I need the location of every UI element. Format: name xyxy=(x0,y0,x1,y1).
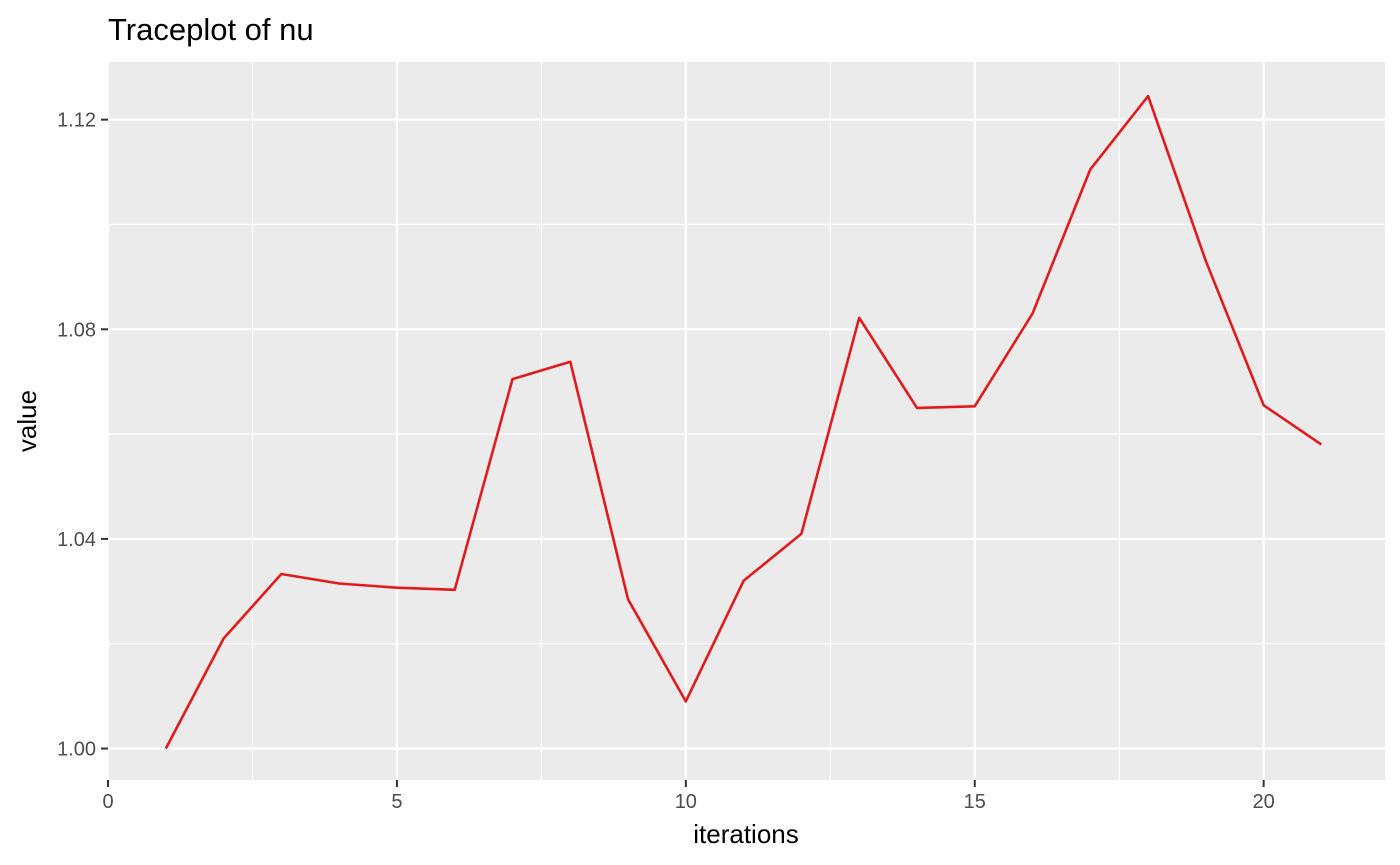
plot-panel xyxy=(108,62,1385,780)
x-tick-label: 20 xyxy=(1253,791,1275,813)
x-tick-label: 5 xyxy=(391,791,402,813)
series-layer xyxy=(164,94,1323,750)
x-tick-label: 0 xyxy=(102,791,113,813)
minor-gridlines xyxy=(108,62,1385,780)
y-tick-label: 1.04 xyxy=(57,529,96,551)
chart-title: Traceplot of nu xyxy=(108,12,314,47)
x-axis: 0 5 10 15 20 xyxy=(102,780,1275,813)
x-axis-title: iterations xyxy=(693,819,799,849)
y-tick-label: 1.00 xyxy=(57,739,96,761)
y-axis: 1.00 1.04 1.08 1.12 xyxy=(57,110,108,761)
series-line-0 xyxy=(164,94,1323,750)
major-gridlines xyxy=(106,62,1385,780)
x-tick-label: 15 xyxy=(964,791,986,813)
y-tick-label: 1.08 xyxy=(57,319,96,341)
x-tick-label: 10 xyxy=(675,791,697,813)
y-tick-label: 1.12 xyxy=(57,110,96,132)
y-axis-title: value xyxy=(12,390,42,452)
